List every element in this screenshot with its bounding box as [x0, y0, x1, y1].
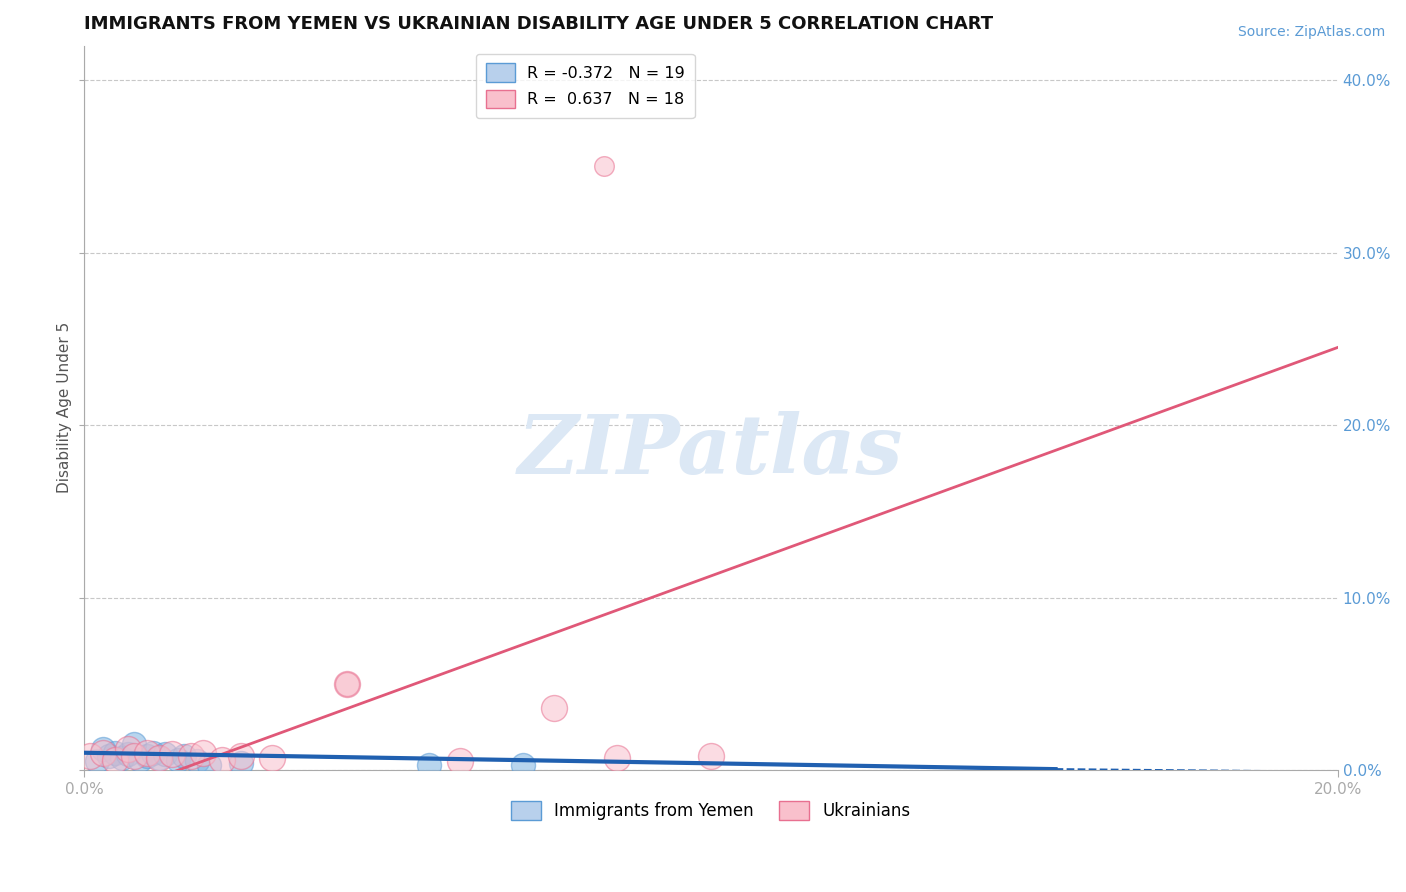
Point	[260, 751, 283, 765]
Point	[198, 757, 221, 772]
Point	[336, 677, 359, 691]
Point	[110, 751, 132, 765]
Point	[129, 753, 152, 767]
Text: ZIPatlas: ZIPatlas	[517, 411, 904, 491]
Point	[117, 747, 139, 762]
Point	[160, 747, 183, 762]
Point	[142, 746, 165, 760]
Point	[180, 749, 202, 764]
Point	[418, 757, 440, 772]
Point	[122, 737, 145, 751]
Point	[122, 749, 145, 764]
Point	[173, 749, 195, 764]
Point	[700, 749, 723, 764]
Point	[135, 749, 157, 764]
Point	[336, 677, 359, 691]
Point	[229, 756, 252, 770]
Point	[91, 746, 114, 760]
Point	[449, 755, 471, 769]
Point	[148, 751, 170, 765]
Point	[593, 160, 616, 174]
Point	[543, 701, 565, 715]
Point	[229, 749, 252, 764]
Point	[79, 749, 101, 764]
Point	[86, 755, 108, 769]
Point	[155, 747, 177, 762]
Point	[606, 751, 628, 765]
Y-axis label: Disability Age Under 5: Disability Age Under 5	[58, 322, 72, 493]
Point	[186, 755, 208, 769]
Text: IMMIGRANTS FROM YEMEN VS UKRAINIAN DISABILITY AGE UNDER 5 CORRELATION CHART: IMMIGRANTS FROM YEMEN VS UKRAINIAN DISAB…	[84, 15, 993, 33]
Point	[211, 753, 233, 767]
Point	[117, 742, 139, 756]
Point	[98, 749, 121, 764]
Text: Source: ZipAtlas.com: Source: ZipAtlas.com	[1237, 25, 1385, 39]
Point	[104, 753, 127, 767]
Point	[512, 757, 534, 772]
Legend: Immigrants from Yemen, Ukrainians: Immigrants from Yemen, Ukrainians	[505, 794, 917, 827]
Point	[191, 746, 214, 760]
Point	[104, 746, 127, 760]
Point	[167, 753, 190, 767]
Point	[135, 746, 157, 760]
Point	[148, 751, 170, 765]
Point	[91, 742, 114, 756]
